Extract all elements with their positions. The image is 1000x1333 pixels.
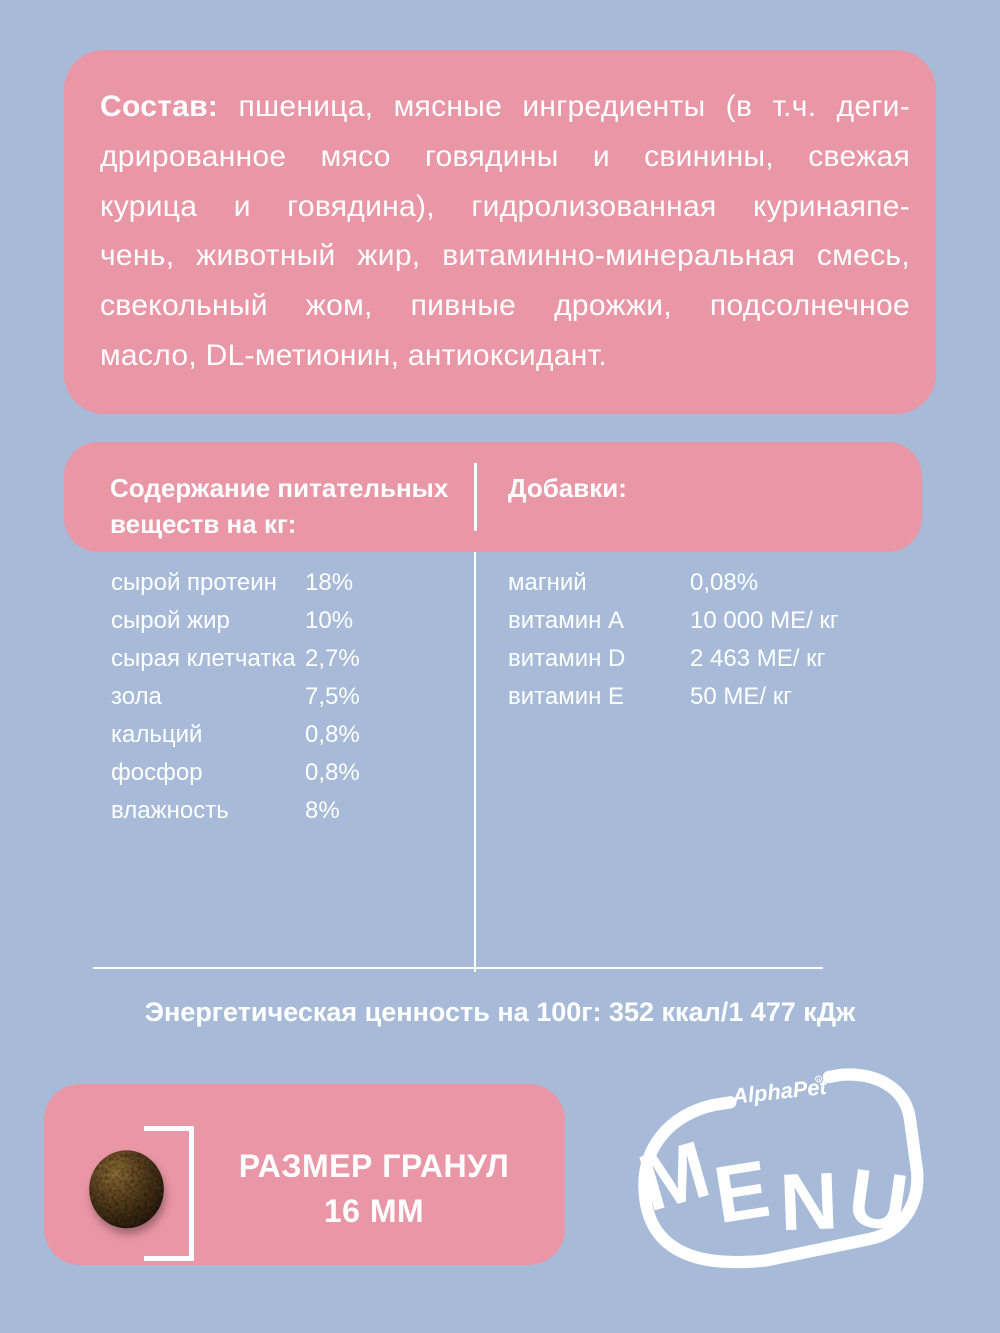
svg-text:N: N xyxy=(778,1156,839,1248)
svg-text:AlphaPet: AlphaPet xyxy=(730,1074,830,1109)
svg-text:U: U xyxy=(843,1152,913,1249)
svg-text:E: E xyxy=(708,1144,775,1241)
